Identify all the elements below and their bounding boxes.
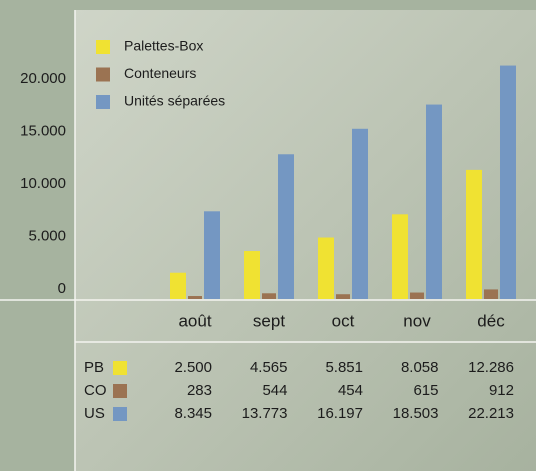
table-swatch — [113, 407, 127, 421]
table-cell: 13.773 — [242, 405, 288, 422]
y-tick-label: 10.000 — [20, 175, 66, 192]
legend-swatch — [96, 95, 110, 109]
bar — [170, 273, 186, 299]
legend-swatch — [96, 40, 110, 54]
bar — [352, 129, 368, 299]
table-row-label: CO — [84, 382, 107, 399]
bar — [466, 170, 482, 299]
table-cell: 454 — [338, 382, 363, 399]
legend-swatch — [96, 68, 110, 82]
bar — [392, 214, 408, 299]
table-cell: 912 — [489, 382, 514, 399]
legend-label: Unités séparées — [124, 93, 225, 109]
table-row-label: PB — [84, 359, 104, 376]
x-tick-label: oct — [332, 311, 355, 330]
table-cell: 18.503 — [393, 405, 439, 422]
table-cell: 544 — [262, 382, 287, 399]
bar — [336, 294, 350, 299]
bar — [188, 296, 202, 299]
table-cell: 16.197 — [317, 405, 363, 422]
table-cell: 22.213 — [468, 405, 514, 422]
table-cell: 5.851 — [325, 359, 363, 376]
bar — [244, 251, 260, 299]
table-cell: 8.345 — [174, 405, 212, 422]
bar — [410, 293, 424, 299]
x-tick-label: août — [178, 311, 211, 330]
bar — [204, 211, 220, 299]
table-swatch — [113, 361, 127, 375]
bar — [500, 66, 516, 299]
bar — [262, 293, 276, 299]
legend-label: Conteneurs — [124, 65, 196, 81]
y-tick-label: 5.000 — [28, 227, 66, 244]
chart: 0 5.000 10.000 15.000 20.000 Palettes-Box Cont… — [0, 0, 536, 471]
bar — [318, 238, 334, 299]
table-cell: 8.058 — [401, 359, 439, 376]
x-tick-label: nov — [403, 311, 431, 330]
bar — [278, 154, 294, 299]
table-cell: 283 — [187, 382, 212, 399]
table-cell: 615 — [413, 382, 438, 399]
x-tick-label: déc — [477, 311, 505, 330]
table-swatch — [113, 384, 127, 398]
y-tick-label: 20.000 — [20, 70, 66, 87]
y-tick-label: 0 — [58, 280, 66, 297]
table-cell: 2.500 — [174, 359, 212, 376]
bar — [426, 105, 442, 299]
table-cell: 4.565 — [250, 359, 288, 376]
x-tick-label: sept — [253, 311, 285, 330]
y-tick-label: 15.000 — [20, 122, 66, 139]
table-row-label: US — [84, 405, 105, 422]
table-cell: 12.286 — [468, 359, 514, 376]
legend-label: Palettes-Box — [124, 38, 203, 54]
bar — [484, 289, 498, 299]
